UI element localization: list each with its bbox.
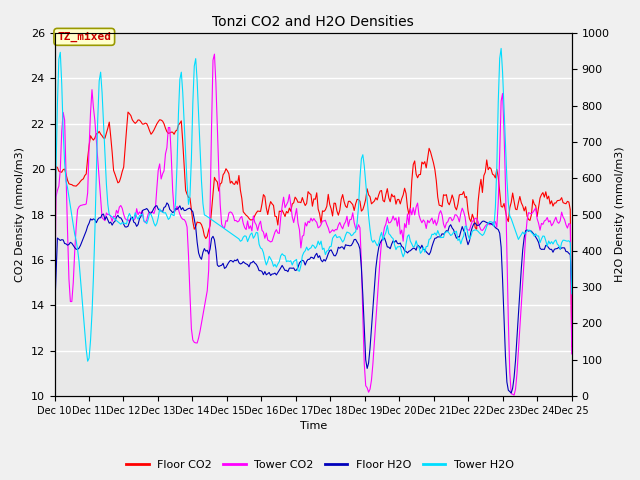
Legend: Floor CO2, Tower CO2, Floor H2O, Tower H2O: Floor CO2, Tower CO2, Floor H2O, Tower H…	[122, 456, 518, 474]
Text: TZ_mixed: TZ_mixed	[58, 32, 111, 42]
Title: Tonzi CO2 and H2O Densities: Tonzi CO2 and H2O Densities	[212, 15, 414, 29]
X-axis label: Time: Time	[300, 421, 327, 432]
Y-axis label: CO2 Density (mmol/m3): CO2 Density (mmol/m3)	[15, 147, 25, 282]
Y-axis label: H2O Density (mmol/m3): H2O Density (mmol/m3)	[615, 147, 625, 282]
